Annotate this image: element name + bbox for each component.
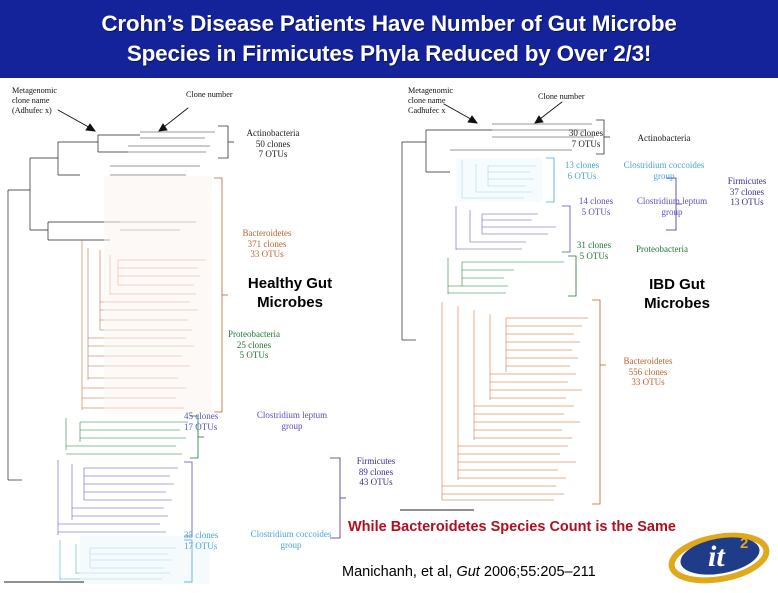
right-group-firmicutes-otus: 13 OTUs [730, 197, 764, 207]
citation: Manichanh, et al, Gut 2006;55:205–211 [342, 564, 596, 580]
right-group-proteobacteria-name: Proteobacteria [636, 244, 688, 254]
left-group-proteobacteria-name: Proteobacteria [228, 329, 280, 339]
right-group-leptum-counts: 14 clones 5 OTUs [570, 196, 622, 217]
left-group-coccoides-clones: 35 clones [184, 530, 219, 540]
right-panel-caption-line2: Microbes [644, 295, 710, 312]
right-group-bacteroidetes-otus: 33 OTUs [631, 377, 665, 387]
right-group-bacteroidetes-clones: 556 clones [628, 366, 668, 377]
left-group-leptum-name: Clostridium leptum group [256, 410, 328, 431]
right-group-coccoides-clones: 13 clones [564, 160, 600, 170]
citation-author: Manichanh, et al, [342, 564, 453, 580]
right-group-coccoides-name: Clostridium coccoides group [623, 160, 705, 181]
logo-body [680, 537, 760, 575]
left-group-leptum-counts: 45 clones 17 OTUs [184, 411, 246, 432]
right-group-coccoides-counts: 13 clones 6 OTUs [556, 160, 608, 181]
citation-reference: 2006;55:205–211 [483, 564, 596, 580]
right-phylogenetic-tree [396, 80, 778, 520]
title-line-1: Crohn’s Disease Patients Have Number of … [101, 11, 677, 36]
right-group-firmicutes-name: Firmicutes [727, 176, 767, 186]
right-callout-clone-name: Metagenomic clone name Cadhufec x [408, 86, 454, 115]
right-group-actinobacteria-counts: 30 clones 7 OTUs [560, 128, 612, 149]
sub-caption: While Bacteroidetes Species Count is the… [348, 519, 676, 535]
right-group-firmicutes: Firmicutes 37 clones 13 OTUs [718, 176, 776, 208]
left-tree-svg [4, 107, 346, 584]
left-panel-caption-line1: Healthy Gut [247, 275, 333, 292]
left-group-coccoides-name: Clostridium coccoides group [250, 529, 332, 550]
right-group-proteobacteria-counts: 31 clones 5 OTUs [568, 240, 620, 261]
right-group-leptum-clones: 14 clones [578, 196, 614, 206]
right-panel-caption-line1: IBD Gut [649, 276, 705, 293]
right-group-actinobacteria-clones: 30 clones [568, 128, 604, 138]
right-group-firmicutes-clones: 37 clones [729, 186, 765, 197]
left-group-bacteroidetes-clones: 371 clones [247, 238, 287, 249]
left-group-proteobacteria-otus: 5 OTUs [239, 350, 269, 360]
right-group-proteobacteria-otus: 5 OTUs [579, 250, 609, 261]
left-panel-caption: Healthy Gut Microbes [218, 274, 362, 312]
citation-journal: Gut [456, 564, 480, 580]
left-group-actinobacteria: Actinobacteria 50 clones 7 OTUs [230, 128, 316, 160]
it-squared-logo: it 2 [662, 528, 776, 588]
left-group-firmicutes-name: Firmicutes [356, 456, 396, 466]
left-group-leptum-otus: 17 OTUs [184, 421, 218, 432]
left-group-coccoides-counts: 35 clones 17 OTUs [184, 530, 246, 551]
right-panel-caption: IBD Gut Microbes [606, 275, 748, 313]
left-callout-clone-number: Clone number [186, 90, 233, 99]
right-callout-clone-number: Clone number [538, 92, 585, 101]
left-group-firmicutes: Firmicutes 89 clones 43 OTUs [340, 456, 412, 488]
left-group-leptum-clones: 45 clones [184, 411, 219, 421]
left-group-bacteroidetes-name: Bacteroidetes [242, 228, 292, 238]
left-group-actinobacteria-clones: 50 clones [255, 138, 291, 149]
right-group-coccoides-otus: 6 OTUs [567, 170, 597, 181]
left-group-firmicutes-otus: 43 OTUs [359, 477, 393, 487]
logo-swoosh [668, 532, 770, 584]
right-group-leptum-otus: 5 OTUs [581, 206, 611, 217]
left-group-proteobacteria-clones: 25 clones [236, 339, 272, 350]
left-group-firmicutes-clones: 89 clones [358, 466, 394, 477]
left-group-actinobacteria-name: Actinobacteria [246, 128, 300, 138]
right-group-actinobacteria-name: Actinobacteria [637, 133, 691, 143]
left-group-bacteroidetes-otus: 33 OTUs [250, 249, 284, 259]
right-group-bacteroidetes: Bacteroidetes 556 clones 33 OTUs [602, 356, 694, 388]
left-group-bacteroidetes: Bacteroidetes 371 clones 33 OTUs [222, 228, 312, 260]
left-panel-caption-line2: Microbes [257, 294, 323, 311]
page-title: Crohn’s Disease Patients Have Number of … [87, 9, 690, 69]
right-group-bacteroidetes-name: Bacteroidetes [623, 356, 673, 366]
title-line-2: Species in Firmicutes Phyla Reduced by O… [126, 41, 652, 66]
logo-text: it [708, 540, 726, 573]
title-banner: Crohn’s Disease Patients Have Number of … [0, 0, 778, 78]
left-group-actinobacteria-otus: 7 OTUs [258, 149, 288, 159]
right-tree-svg [400, 101, 682, 511]
left-phylogenetic-tree [0, 80, 360, 585]
left-group-coccoides-otus: 17 OTUs [184, 540, 218, 551]
left-callout-clone-name: Metagenomic clone name (Adhufec x) [12, 86, 58, 115]
logo-superscript: 2 [740, 535, 748, 552]
right-group-actinobacteria-otus: 7 OTUs [571, 138, 601, 149]
right-group-proteobacteria-clones: 31 clones [576, 240, 612, 250]
right-group-leptum-name: Clostridium leptum group [636, 196, 708, 217]
left-group-proteobacteria: Proteobacteria 25 clones 5 OTUs [208, 329, 300, 361]
logo-svg: it 2 [668, 532, 770, 584]
